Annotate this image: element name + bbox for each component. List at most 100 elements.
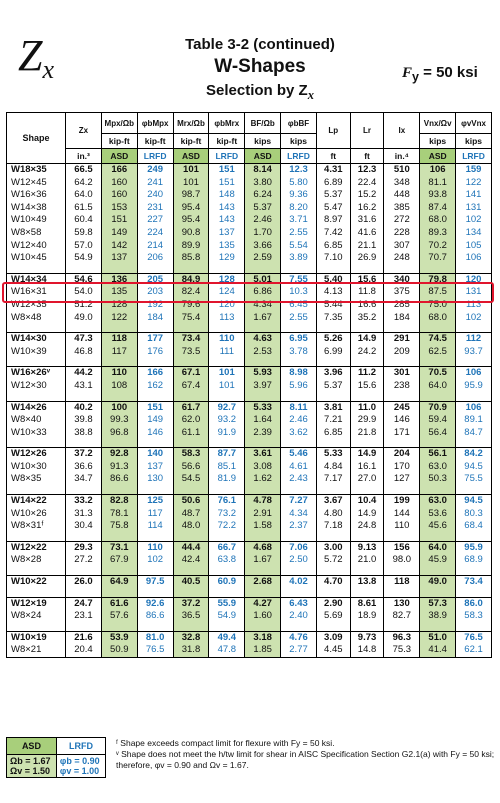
col-zx: Zx	[65, 112, 102, 149]
value-cell: 75.8	[100, 520, 138, 533]
value-cell: 8.14	[244, 162, 282, 177]
value-cell: 5.37	[244, 201, 282, 215]
value-cell: 6.85	[315, 239, 351, 253]
value-cell: 24.7	[65, 596, 102, 611]
value-cell: 37.2	[65, 447, 102, 461]
value-cell: 3.81	[315, 400, 351, 415]
value-cell: 6.89	[315, 176, 351, 190]
value-cell: 184	[383, 311, 421, 325]
value-cell: 79.6	[172, 298, 210, 312]
table-row: W12×45 64.2 160 241 101 151 3.80 5.80 6.89 22.4 34…	[5, 176, 492, 190]
value-cell: 7.17	[315, 473, 351, 487]
value-cell: 42.4	[172, 554, 210, 568]
value-cell: 68.4	[455, 520, 492, 533]
unit-mpx-lrfd: kip-ft	[136, 133, 174, 149]
value-cell: 135	[100, 286, 138, 299]
value-cell: 66.5	[65, 162, 102, 177]
value-cell: 117	[100, 345, 138, 359]
value-cell: 73.1	[100, 540, 138, 555]
value-cell: 2.50	[280, 554, 317, 568]
value-cell: 166	[136, 366, 174, 380]
value-cell: 85.8	[172, 252, 210, 265]
value-cell: 62.0	[172, 414, 210, 427]
value-cell: 26.9	[349, 252, 385, 265]
value-cell: 68.9	[455, 554, 492, 568]
value-cell: 137	[208, 226, 246, 240]
method-asd: ASD	[419, 148, 457, 164]
table-row: W12×19 24.7 61.6 92.6 37.2 55.9 4.27 6.43 2.90 8.…	[5, 596, 492, 611]
shape-cell: W12×19	[5, 596, 67, 611]
value-cell: 30.4	[65, 520, 102, 533]
value-cell: 144	[383, 507, 421, 521]
value-cell: 7.55	[280, 272, 317, 287]
value-cell: 130	[136, 473, 174, 487]
value-cell: 57.6	[100, 610, 138, 623]
value-cell: 102	[136, 554, 174, 568]
value-cell: 73.5	[172, 345, 210, 359]
value-cell: 9.13	[349, 540, 385, 555]
value-cell: 57.3	[419, 596, 457, 611]
group-spacer	[5, 622, 492, 632]
value-cell: 4.63	[244, 332, 282, 346]
value-cell: 101	[208, 366, 246, 380]
value-cell: 3.80	[244, 176, 282, 190]
col-mpx-asd: Mpx/Ωb	[100, 112, 138, 134]
value-cell: 3.62	[280, 426, 317, 440]
value-cell: 7.42	[315, 226, 351, 240]
value-cell: 95.9	[455, 540, 492, 555]
value-cell: 82.8	[100, 494, 138, 508]
value-cell: 31.8	[172, 644, 210, 659]
value-cell: 75.4	[172, 311, 210, 325]
value-cell: 64.0	[419, 540, 457, 555]
value-cell: 6.43	[280, 596, 317, 611]
table-title: W-Shapes	[214, 56, 306, 77]
value-cell: 61.1	[172, 426, 210, 440]
value-cell: 7.21	[315, 414, 351, 427]
value-cell: 307	[383, 239, 421, 253]
value-cell: 75.0	[419, 298, 457, 312]
table-row: W10×49 60.4 151 227 95.4 143 2.46 3.71 8.97 31.6 2…	[5, 214, 492, 227]
value-cell: 96.8	[100, 426, 138, 440]
value-cell: 124	[208, 286, 246, 299]
table-row: W10×45 54.9 137 206 85.8 129 2.59 3.89 7.10 26.9 2…	[5, 252, 492, 265]
value-cell: 34.7	[65, 473, 102, 487]
value-cell: 2.40	[280, 610, 317, 623]
table-row: W8×31ᶠ 30.4 75.8 114 48.0 72.2 1.58 2.37 7.18 24.…	[5, 520, 492, 533]
value-cell: 129	[208, 252, 246, 265]
value-cell: 82.7	[383, 610, 421, 623]
table-row: W8×40 39.8 99.3 149 62.0 93.2 1.64 2.46 7.21 29.9…	[5, 414, 492, 427]
value-cell: 18.9	[349, 610, 385, 623]
value-cell: 141	[455, 189, 492, 202]
value-cell: 149	[100, 226, 138, 240]
value-cell: 70.9	[419, 400, 457, 415]
value-cell: 47.3	[65, 332, 102, 346]
value-cell: 3.78	[280, 345, 317, 359]
value-cell: 5.01	[244, 272, 282, 287]
value-cell: 131	[455, 201, 492, 215]
unit-bf-lrfd: kips	[280, 133, 317, 149]
value-cell: 5.54	[280, 239, 317, 253]
value-cell: 86.6	[100, 473, 138, 487]
group-spacer	[5, 439, 492, 448]
value-cell: 29.9	[349, 414, 385, 427]
value-cell: 49.0	[65, 311, 102, 325]
value-cell: 54.5	[172, 473, 210, 487]
value-cell: 5.33	[244, 400, 282, 415]
group-spacer	[5, 392, 492, 401]
table-row: W10×33 38.8 96.8 146 61.1 91.9 2.39 3.62 6.85 21.…	[5, 426, 492, 440]
table-row: W14×38 61.5 153 231 95.4 143 5.37 8.20 5.47 16.2 3…	[5, 201, 492, 215]
table-subtitle: Selection by Zx	[206, 82, 314, 102]
value-cell: 41.4	[419, 644, 457, 659]
value-cell: 84.2	[455, 447, 492, 461]
value-cell: 1.67	[244, 311, 282, 325]
value-cell: 2.46	[244, 214, 282, 227]
shape-cell: W16×26ᵛ	[5, 366, 67, 380]
value-cell: 113	[455, 298, 492, 312]
value-cell: 21.8	[349, 426, 385, 440]
value-cell: 6.86	[244, 286, 282, 299]
value-cell: 14.9	[349, 332, 385, 346]
value-cell: 95.4	[172, 214, 210, 227]
value-cell: 166	[100, 162, 138, 177]
value-cell: 61.7	[172, 400, 210, 415]
value-cell: 5.46	[280, 447, 317, 461]
